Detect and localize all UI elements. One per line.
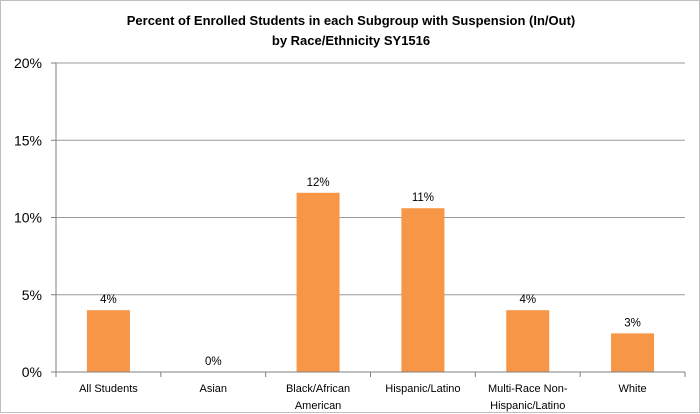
data-labels: 4% 0% 12% 11% 4% 3% <box>100 177 641 368</box>
chart-title-line-2: by Race/Ethnicity SY1516 <box>272 33 430 48</box>
data-label-4: 4% <box>519 294 536 306</box>
chart-title: Percent of Enrolled Students in each Sub… <box>127 13 576 48</box>
bar-5 <box>611 333 655 372</box>
y-axis-tick-labels: 0% 5% 10% 15% 20% <box>14 55 42 380</box>
category-label-5-line-1: White <box>619 383 647 395</box>
y-tick-label-0: 0% <box>22 364 42 380</box>
data-label-1: 0% <box>205 356 222 368</box>
bar-3 <box>401 208 445 372</box>
category-label-0-line-1: All Students <box>79 383 138 395</box>
gridlines <box>56 62 685 296</box>
data-label-5: 3% <box>624 317 641 329</box>
y-tick-label-15: 15% <box>14 132 42 148</box>
bar-4 <box>506 310 550 372</box>
axes <box>51 62 686 377</box>
y-tick-label-20: 20% <box>14 55 42 71</box>
data-label-3: 11% <box>412 192 434 204</box>
x-axis-category-labels: All Students Asian Black/African American Hi… <box>79 383 647 412</box>
category-label-4-line-2: Hispanic/Latino <box>490 400 565 412</box>
data-label-2: 12% <box>307 177 330 189</box>
chart-title-line-1: Percent of Enrolled Students in each Sub… <box>127 13 576 28</box>
y-tick-label-10: 10% <box>14 210 42 226</box>
y-tick-label-5: 5% <box>22 287 42 303</box>
category-label-3-line-1: Hispanic/Latino <box>385 383 460 395</box>
category-label-4-line-1: Multi-Race Non- <box>488 383 568 395</box>
category-label-1-line-1: Asian <box>199 383 227 395</box>
category-label-2-line-2: American <box>295 400 341 412</box>
bars <box>86 192 655 372</box>
category-label-2-line-1: Black/African <box>286 383 350 395</box>
bar-2 <box>296 192 340 372</box>
data-label-0: 4% <box>100 294 117 306</box>
bar-0 <box>86 310 130 372</box>
